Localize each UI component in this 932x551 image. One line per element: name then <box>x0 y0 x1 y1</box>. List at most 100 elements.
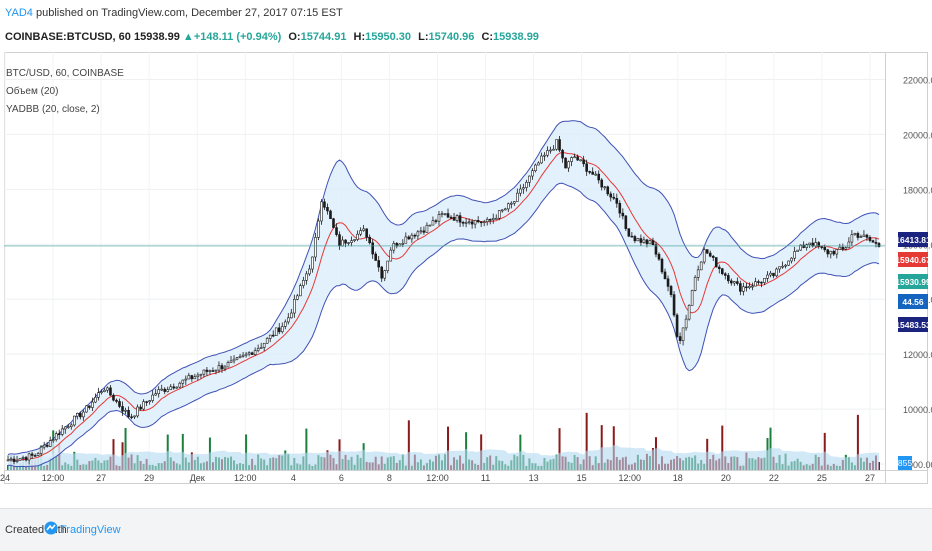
candle-body <box>618 203 622 214</box>
candle-body <box>856 233 860 238</box>
candle-body <box>597 173 601 181</box>
x-axis[interactable]: 24 12:00 27 29 Дек 12:00 4 6 8 12:00 11 13 15 12:00 18… <box>0 473 875 483</box>
candle-body <box>181 379 185 384</box>
candle-body <box>591 171 594 175</box>
x-tick-label: 24 <box>0 473 10 483</box>
candle-body <box>299 285 302 297</box>
candle-body <box>48 440 52 447</box>
candle-body <box>57 433 61 435</box>
candle-body <box>733 281 736 284</box>
candle-body <box>558 139 561 151</box>
candle-body <box>27 453 31 461</box>
x-tick-label: 18 <box>673 473 683 483</box>
candle-body <box>853 233 857 236</box>
candle-body <box>606 186 610 195</box>
candle-body <box>624 215 628 229</box>
candle-body <box>576 156 579 161</box>
candle-body <box>621 212 625 217</box>
candle-body <box>838 246 842 250</box>
candle-body <box>564 157 567 169</box>
candle-body <box>97 392 100 398</box>
candle-body <box>154 393 157 396</box>
candle-body <box>350 240 353 243</box>
candle-body <box>464 222 468 224</box>
candle-body <box>425 224 429 233</box>
candle-body <box>353 239 356 241</box>
candle-body <box>555 139 558 150</box>
high-value: 15950.30 <box>365 31 412 43</box>
candle-body <box>196 374 200 378</box>
published-info: YAD4 published on TradingView.com, Decem… <box>5 7 343 19</box>
candle-body <box>329 210 332 220</box>
price-labels: 16413.81 15940.67 15930.99 44.56 15483.53 855 <box>895 232 931 470</box>
candle-body <box>684 318 688 329</box>
candle-body <box>615 198 619 204</box>
y-tick-label: 8000.00 <box>903 460 932 470</box>
candle-body <box>407 236 411 240</box>
tradingview-logo-icon <box>44 521 58 535</box>
candle-body <box>335 227 338 235</box>
candle-body <box>681 327 685 341</box>
price-label-box <box>898 232 928 247</box>
candle-body <box>302 280 305 286</box>
candle-body <box>516 192 519 202</box>
x-tick-label: 4 <box>291 473 296 483</box>
candle-body <box>45 444 49 447</box>
candle-body <box>793 251 796 259</box>
x-tick-label: 12:00 <box>42 473 65 483</box>
y-tick-label: 20000.00 <box>903 130 932 140</box>
candle-body <box>482 221 486 224</box>
candle-body <box>808 242 811 245</box>
candle-body <box>745 286 748 289</box>
candle-body <box>609 193 613 198</box>
candle-body <box>543 154 546 157</box>
candle-body <box>648 240 652 245</box>
candle-body <box>115 399 118 402</box>
candle-body <box>175 386 179 389</box>
tradingview-brand[interactable]: TradingView <box>60 524 121 536</box>
candle-body <box>678 336 682 341</box>
price-chart[interactable]: 22000.0020000.0018000.0016000.0014000.00… <box>0 52 932 492</box>
x-tick-label: 12:00 <box>618 473 641 483</box>
open-value: 15744.91 <box>300 31 347 43</box>
x-tick-label: 27 <box>96 473 106 483</box>
candle-body <box>696 269 700 278</box>
candle-body <box>362 228 365 231</box>
candle-body <box>663 271 667 280</box>
candle-body <box>271 334 275 337</box>
candle-body <box>305 273 308 281</box>
candle-body <box>374 253 377 261</box>
candle-body <box>172 386 176 389</box>
candle-body <box>356 233 359 240</box>
candle-body <box>748 285 751 288</box>
candle-body <box>392 243 396 251</box>
candle-body <box>603 186 607 189</box>
candle-body <box>431 220 435 226</box>
price-label-text: 15940.67 <box>895 255 931 265</box>
candle-body <box>546 150 549 156</box>
symbol-name: COINBASE:BTCUSD, 60 <box>5 31 131 43</box>
candle-body <box>30 453 34 456</box>
candle-body <box>341 239 344 247</box>
candle-body <box>479 221 483 224</box>
publisher-name[interactable]: YAD4 <box>5 7 33 19</box>
candle-body <box>666 278 670 287</box>
candle-body <box>627 228 631 237</box>
candle-body <box>476 220 480 223</box>
candle-body <box>211 370 215 372</box>
candle-body <box>142 401 145 410</box>
x-tick-label: 22 <box>769 473 779 483</box>
volume-bar <box>823 432 826 470</box>
candle-body <box>24 457 28 461</box>
candle-body <box>187 375 191 380</box>
volume-bar <box>305 428 308 470</box>
candle-body <box>121 406 124 412</box>
volume-bar <box>856 414 859 470</box>
candle-body <box>33 455 37 457</box>
candle-body <box>112 394 115 401</box>
candle-body <box>784 264 787 267</box>
candle-body <box>280 326 284 333</box>
candle-body <box>488 218 492 221</box>
volume-bar <box>447 426 450 470</box>
candle-body <box>675 314 679 337</box>
